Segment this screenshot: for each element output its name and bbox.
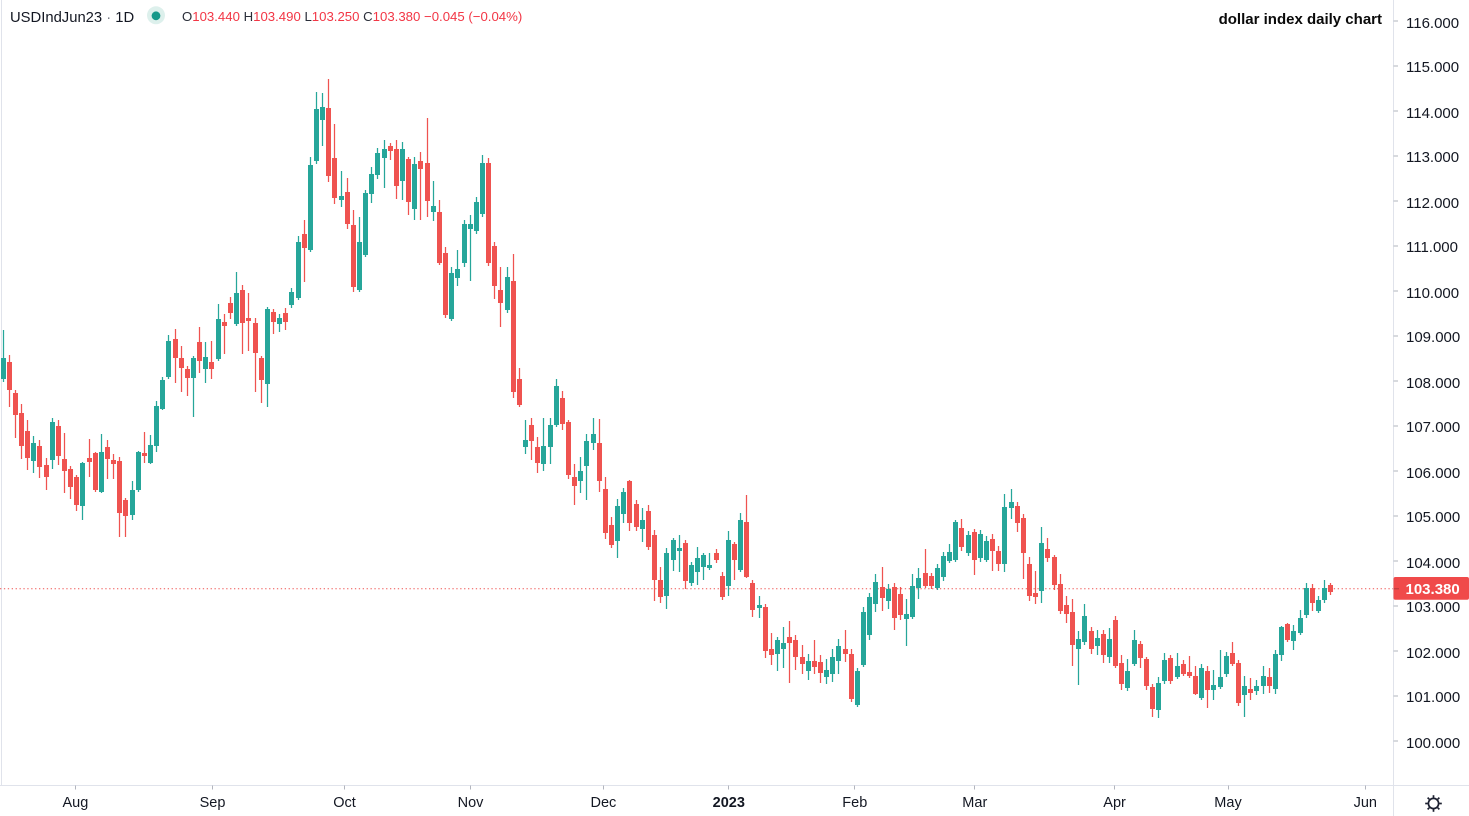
svg-text:105.000: 105.000: [1406, 509, 1460, 526]
svg-text:112.000: 112.000: [1406, 195, 1459, 212]
svg-text:110.000: 110.000: [1406, 285, 1459, 302]
svg-text:104.000: 104.000: [1406, 555, 1460, 572]
svg-text:101.000: 101.000: [1406, 689, 1460, 706]
svg-text:Jun: Jun: [1354, 795, 1377, 811]
svg-text:dollar index daily chart: dollar index daily chart: [1219, 11, 1382, 28]
svg-text:103.000: 103.000: [1406, 599, 1460, 616]
svg-text:115.000: 115.000: [1406, 59, 1459, 76]
svg-text:O103.440 H103.490 L103.250 C10: O103.440 H103.490 L103.250 C103.380 −0.0…: [182, 9, 522, 24]
svg-text:2023: 2023: [713, 795, 745, 811]
svg-text:Apr: Apr: [1103, 795, 1126, 811]
svg-text:Mar: Mar: [962, 795, 987, 811]
svg-text:106.000: 106.000: [1406, 465, 1460, 482]
svg-text:102.000: 102.000: [1406, 645, 1460, 662]
svg-text:111.000: 111.000: [1406, 239, 1458, 256]
svg-text:113.000: 113.000: [1406, 149, 1459, 166]
svg-text:114.000: 114.000: [1406, 105, 1459, 122]
svg-text:116.000: 116.000: [1406, 15, 1459, 32]
svg-text:Oct: Oct: [333, 795, 356, 811]
svg-text:107.000: 107.000: [1406, 419, 1460, 436]
svg-text:Dec: Dec: [591, 795, 617, 811]
svg-text:Aug: Aug: [62, 795, 88, 811]
svg-text:103.380: 103.380: [1406, 581, 1460, 598]
svg-text:Feb: Feb: [842, 795, 867, 811]
svg-text:May: May: [1214, 795, 1242, 811]
svg-text:Sep: Sep: [200, 795, 226, 811]
svg-text:Nov: Nov: [458, 795, 485, 811]
svg-text:108.000: 108.000: [1406, 375, 1460, 392]
svg-text:100.000: 100.000: [1406, 735, 1460, 752]
svg-text:USDIndJun23 · 1D: USDIndJun23 · 1D: [10, 10, 134, 26]
svg-text:109.000: 109.000: [1406, 329, 1460, 346]
